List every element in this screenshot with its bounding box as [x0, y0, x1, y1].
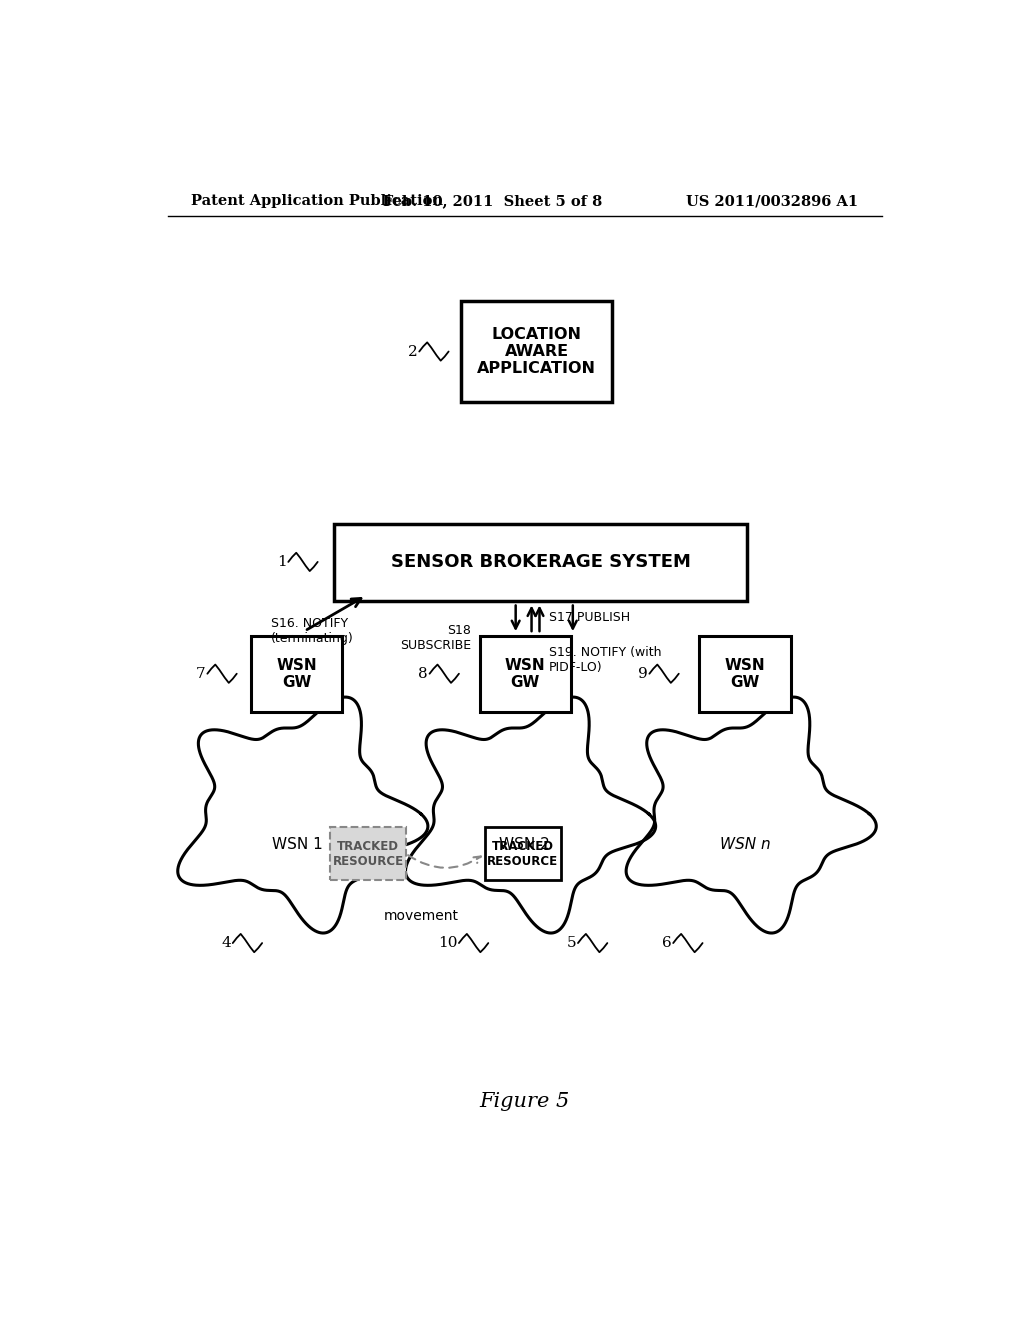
- Text: WSN
GW: WSN GW: [725, 659, 765, 690]
- Text: S16. NOTIFY
(terminating): S16. NOTIFY (terminating): [270, 616, 353, 645]
- Text: Figure 5: Figure 5: [479, 1092, 570, 1111]
- Bar: [699, 636, 791, 713]
- Text: Feb. 10, 2011  Sheet 5 of 8: Feb. 10, 2011 Sheet 5 of 8: [383, 194, 603, 209]
- Text: WSN 1: WSN 1: [271, 837, 323, 851]
- Polygon shape: [406, 697, 655, 933]
- Bar: [251, 636, 342, 713]
- Text: S19. NOTIFY (with
PIDF-LO): S19. NOTIFY (with PIDF-LO): [549, 647, 662, 675]
- Text: movement: movement: [384, 908, 459, 923]
- Text: TRACKED
RESOURCE: TRACKED RESOURCE: [333, 840, 403, 867]
- Text: SENSOR BROKERAGE SYSTEM: SENSOR BROKERAGE SYSTEM: [391, 553, 690, 572]
- Text: US 2011/0032896 A1: US 2011/0032896 A1: [686, 194, 858, 209]
- Text: WSN 2: WSN 2: [500, 837, 550, 851]
- Text: 6: 6: [662, 936, 672, 950]
- Bar: [331, 828, 406, 880]
- Text: S18
SUBSCRIBE: S18 SUBSCRIBE: [399, 624, 471, 652]
- Bar: [485, 828, 560, 880]
- Text: 5: 5: [566, 936, 577, 950]
- Text: 2: 2: [408, 345, 418, 359]
- Text: S17 PUBLISH: S17 PUBLISH: [549, 611, 630, 624]
- Text: WSN
GW: WSN GW: [505, 659, 546, 690]
- Text: 8: 8: [419, 667, 428, 681]
- Text: WSN
GW: WSN GW: [276, 659, 317, 690]
- Text: Patent Application Publication: Patent Application Publication: [191, 194, 443, 209]
- Polygon shape: [178, 697, 428, 933]
- Text: 9: 9: [638, 667, 648, 681]
- Text: 7: 7: [197, 667, 206, 681]
- FancyArrowPatch shape: [408, 855, 481, 867]
- Text: TRACKED
RESOURCE: TRACKED RESOURCE: [487, 840, 558, 867]
- Polygon shape: [626, 697, 877, 933]
- Text: 10: 10: [438, 936, 458, 950]
- Text: 1: 1: [276, 554, 287, 569]
- Bar: [461, 301, 612, 403]
- Bar: [334, 524, 748, 601]
- Bar: [479, 636, 570, 713]
- Text: WSN n: WSN n: [720, 837, 771, 851]
- Text: 4: 4: [221, 936, 231, 950]
- Text: LOCATION
AWARE
APPLICATION: LOCATION AWARE APPLICATION: [477, 326, 596, 376]
